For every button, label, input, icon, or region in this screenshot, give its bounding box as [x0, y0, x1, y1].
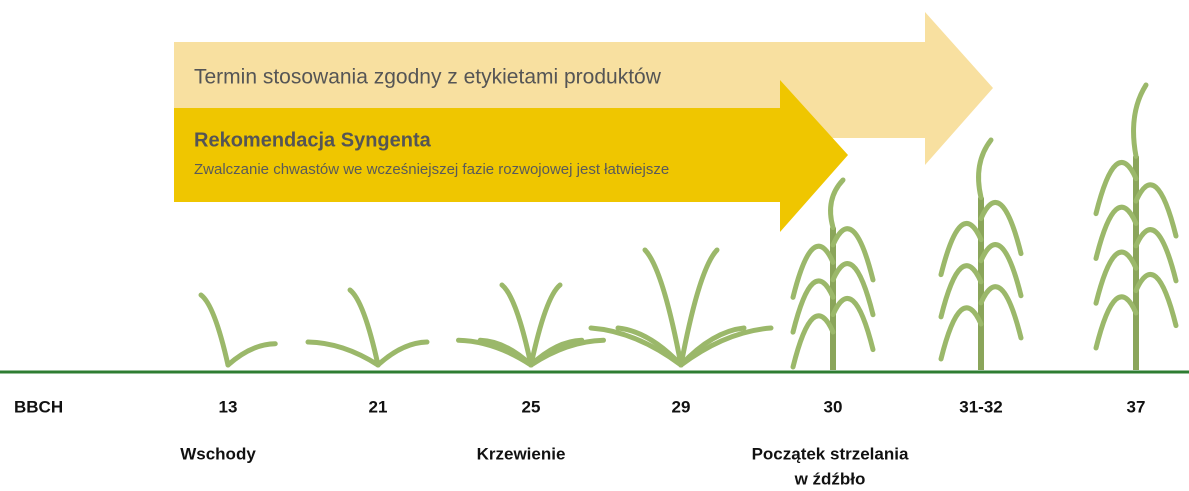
bbch-stage: 30 [824, 397, 843, 416]
bbch-label: BBCH [14, 397, 63, 416]
plant [459, 285, 604, 365]
bbch-stage: 37 [1127, 397, 1146, 416]
leaf [1096, 162, 1136, 213]
leaf [201, 295, 228, 365]
leaf [228, 344, 275, 365]
leaf [1136, 185, 1176, 236]
plant [793, 180, 873, 370]
bbch-stage: 31-32 [959, 397, 1002, 416]
leaf [1096, 252, 1136, 303]
phase-label: Początek strzelania [752, 444, 909, 463]
plant [201, 295, 275, 365]
recommendation-title: Rekomendacja Syngenta [194, 129, 432, 151]
leaf [378, 342, 427, 365]
phase-label: w źdźbło [794, 469, 866, 488]
leaf [941, 308, 981, 359]
leaf [308, 342, 378, 365]
plant [941, 140, 1021, 370]
leaf [1096, 297, 1136, 348]
phase-label: Krzewienie [477, 444, 566, 463]
plant [1096, 85, 1176, 370]
diagram: Termin stosowania zgodny z etykietami pr… [0, 0, 1189, 491]
range-label: Termin stosowania zgodny z etykietami pr… [194, 66, 662, 89]
stages: 13 21 25 29 30 31-32 37 [219, 397, 1146, 416]
phase-label: Wschody [180, 444, 256, 463]
plant [591, 250, 771, 365]
leaf [793, 316, 833, 367]
bbch-stage: 21 [369, 397, 388, 416]
leaf [831, 180, 843, 228]
leaf [1136, 230, 1176, 281]
leaf [979, 140, 991, 198]
plant [308, 290, 427, 365]
leaf [1136, 274, 1176, 325]
recommendation-subtitle: Zwalczanie chwastów we wcześniejszej faz… [194, 161, 669, 178]
phases: Wschody Krzewienie Początek strzelania w źd… [180, 444, 909, 488]
leaf [1096, 207, 1136, 258]
bbch-stage: 29 [672, 397, 691, 416]
leaf [833, 298, 873, 349]
leaf [981, 287, 1021, 338]
leaf [1134, 85, 1146, 156]
bbch-stage: 13 [219, 397, 238, 416]
bbch-stage: 25 [522, 397, 541, 416]
